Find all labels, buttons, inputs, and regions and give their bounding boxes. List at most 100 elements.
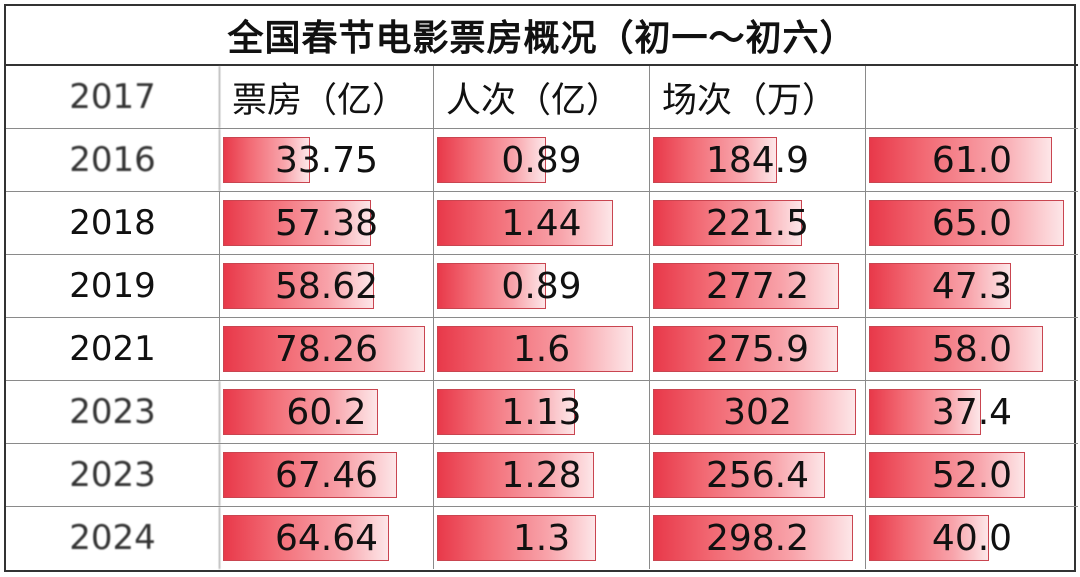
value-bar: [653, 515, 853, 561]
value-bar: [653, 452, 825, 498]
col4-cell: 47.3: [866, 255, 1078, 317]
value-label: 184.9: [705, 139, 810, 181]
box-office-cell: 78.26: [220, 318, 434, 380]
attendance-cell: 0.89: [434, 255, 650, 317]
value-bar: [869, 200, 1064, 246]
value-label: 275.9: [705, 328, 810, 370]
value-label: 64.64: [274, 517, 379, 559]
screenings-cell: 221.5: [650, 192, 866, 254]
value-label: 57.38: [274, 202, 379, 244]
value-bar: [437, 515, 596, 561]
value-bar: [437, 326, 633, 372]
value-bar: [223, 263, 374, 309]
year-cell: 2024: [6, 507, 220, 569]
value-bar: [653, 389, 856, 435]
value-label: 0.89: [501, 139, 582, 181]
value-bar: [223, 137, 310, 183]
year-cell: 2023: [6, 444, 220, 506]
value-label: 1.28: [501, 454, 582, 496]
value-label: 47.3: [931, 265, 1013, 307]
screenings-cell: 277.2: [650, 255, 866, 317]
value-label: 40.0: [931, 517, 1013, 559]
year-cell: 2019: [6, 255, 220, 317]
value-bar: [653, 137, 777, 183]
col4-cell: 40.0: [866, 507, 1078, 569]
value-label: 37.4: [931, 391, 1013, 433]
value-bar: [869, 326, 1043, 372]
box-office-cell: 57.38: [220, 192, 434, 254]
header-box-office: 票房（亿）: [220, 66, 434, 128]
screenings-cell: 256.4: [650, 444, 866, 506]
value-label: 58.62: [274, 265, 379, 307]
value-bar: [869, 389, 981, 435]
value-bar: [869, 137, 1052, 183]
table-row: 2021 78.26 1.6 275.9 58.0: [6, 318, 1078, 381]
col4-cell: 61.0: [866, 129, 1078, 191]
value-label: 256.4: [705, 454, 810, 496]
header-year: 2017: [6, 66, 220, 128]
value-label: 0.89: [501, 265, 582, 307]
header-screenings: 场次（万）: [650, 66, 866, 128]
table-frame: 全国春节电影票房概况（初一～初六） 2017 票房（亿） 人次（亿） 场次（万）…: [4, 4, 1078, 572]
value-bar: [223, 389, 378, 435]
value-label: 1.44: [501, 202, 582, 244]
attendance-cell: 1.3: [434, 507, 650, 569]
value-label: 1.6: [512, 328, 571, 370]
value-label: 52.0: [931, 454, 1013, 496]
year-cell: 2023: [6, 381, 220, 443]
value-label: 61.0: [931, 139, 1013, 181]
table-row: 2024 64.64 1.3 298.2 40.0: [6, 507, 1078, 570]
table-row: 2019 58.62 0.89 277.2 47.3: [6, 255, 1078, 318]
value-label: 298.2: [705, 517, 810, 559]
screenings-cell: 302: [650, 381, 866, 443]
attendance-cell: 1.6: [434, 318, 650, 380]
page-title: 全国春节电影票房概况（初一～初六）: [6, 6, 1078, 66]
value-bar: [869, 515, 989, 561]
value-label: 65.0: [931, 202, 1013, 244]
value-bar: [437, 200, 613, 246]
header-row: 2017 票房（亿） 人次（亿） 场次（万）: [6, 66, 1078, 129]
box-office-cell: 60.2: [220, 381, 434, 443]
attendance-cell: 1.13: [434, 381, 650, 443]
col4-cell: 58.0: [866, 318, 1078, 380]
value-bar: [223, 452, 397, 498]
value-bar: [223, 515, 389, 561]
value-label: 33.75: [274, 139, 379, 181]
value-bar: [437, 263, 546, 309]
table-row: 2016 33.75 0.89 184.9 61.0: [6, 129, 1078, 192]
table-row: 2023 67.46 1.28 256.4 52.0: [6, 444, 1078, 507]
value-bar: [869, 452, 1025, 498]
value-label: 58.0: [931, 328, 1013, 370]
value-bar: [437, 389, 575, 435]
year-cell: 2016: [6, 129, 220, 191]
header-col4: [866, 66, 1078, 128]
table-row: 2023 60.2 1.13 302 37.4: [6, 381, 1078, 444]
data-table: 2017 票房（亿） 人次（亿） 场次（万） 2016 33.75 0.89 184.…: [6, 66, 1078, 572]
value-bar: [653, 200, 802, 246]
header-attendance: 人次（亿）: [434, 66, 650, 128]
value-label: 1.13: [501, 391, 582, 433]
screenings-cell: 184.9: [650, 129, 866, 191]
value-label: 302: [723, 391, 792, 433]
attendance-cell: 1.44: [434, 192, 650, 254]
value-bar: [223, 200, 371, 246]
value-bar: [437, 137, 546, 183]
value-label: 67.46: [274, 454, 379, 496]
value-bar: [437, 452, 594, 498]
screenings-cell: 298.2: [650, 507, 866, 569]
box-office-cell: 58.62: [220, 255, 434, 317]
value-label: 221.5: [705, 202, 810, 244]
value-label: 60.2: [286, 391, 367, 433]
value-label: 78.26: [274, 328, 379, 370]
screenings-cell: 275.9: [650, 318, 866, 380]
box-office-cell: 67.46: [220, 444, 434, 506]
year-cell: 2021: [6, 318, 220, 380]
box-office-cell: 33.75: [220, 129, 434, 191]
value-label: 277.2: [705, 265, 810, 307]
attendance-cell: 1.28: [434, 444, 650, 506]
box-office-cell: 64.64: [220, 507, 434, 569]
value-label: 1.3: [512, 517, 571, 559]
attendance-cell: 0.89: [434, 129, 650, 191]
col4-cell: 37.4: [866, 381, 1078, 443]
col4-cell: 52.0: [866, 444, 1078, 506]
